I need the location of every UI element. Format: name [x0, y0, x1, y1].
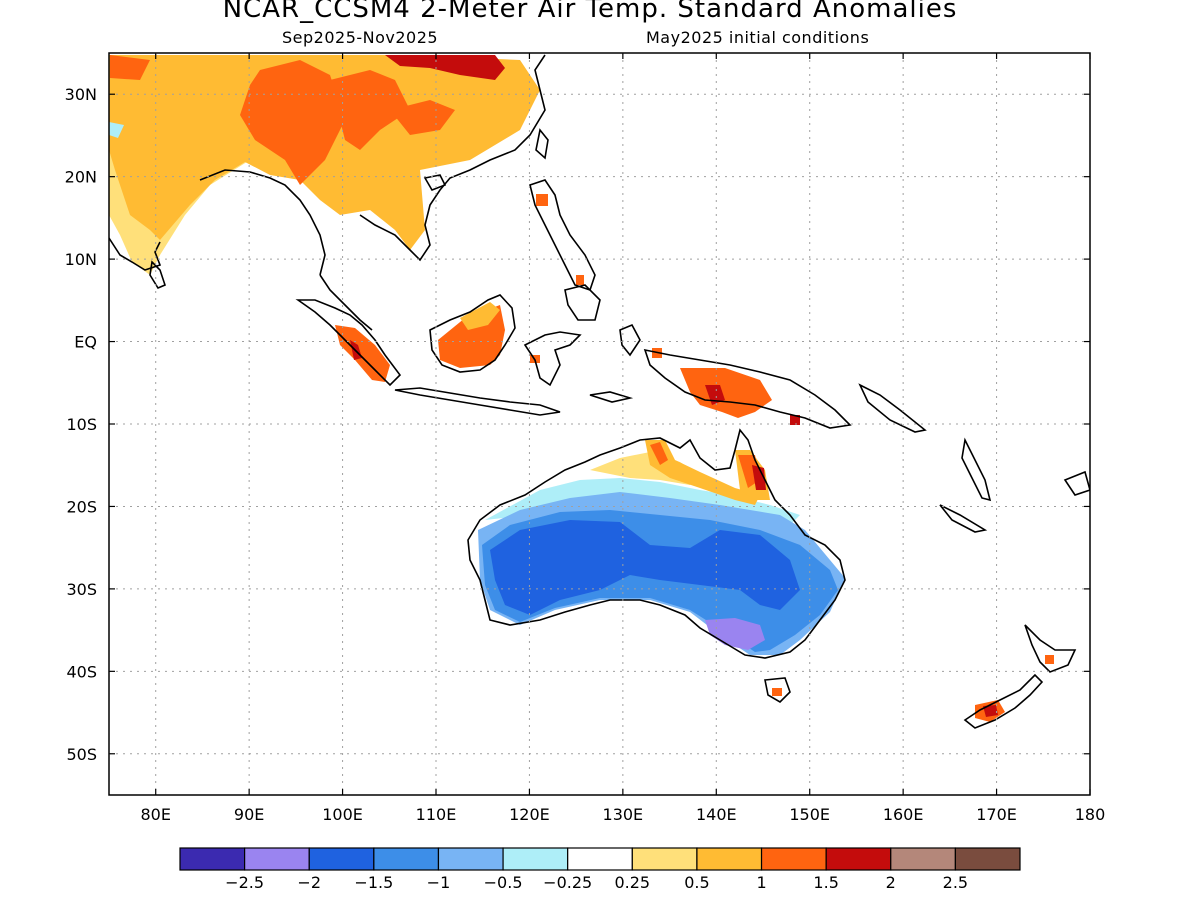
colorbar-swatch — [631, 847, 698, 871]
colorbar-swatch — [502, 847, 569, 871]
y-tick-label: 40S — [66, 662, 97, 681]
x-tick-label: 80E — [140, 805, 170, 824]
shade-australia-se-purple — [705, 618, 765, 650]
coast-new-caledonia — [939, 504, 988, 533]
colorbar-label: 2.5 — [943, 873, 968, 892]
coast-tasmania — [764, 677, 791, 704]
shade-new-guinea-dark — [705, 385, 725, 405]
colorbar-label: −0.5 — [484, 873, 523, 892]
shade-nz-north — [1045, 655, 1054, 664]
shade-india-cool — [109, 122, 124, 138]
x-tick-label: 100E — [322, 805, 363, 824]
coast-sumatra — [295, 299, 402, 387]
shade-cape-york-dark — [752, 465, 766, 490]
coast-hainan — [423, 174, 447, 191]
shade-australia-blue — [490, 520, 800, 615]
colorbar-label: −0.25 — [543, 873, 592, 892]
coast-new-guinea — [643, 348, 852, 429]
coast-solomons — [858, 383, 927, 433]
x-tick-label: 150E — [789, 805, 830, 824]
period-label: Sep2025-Nov2025 — [282, 28, 439, 47]
y-tick-label: 50S — [66, 745, 97, 764]
colorbar-label: 1.5 — [813, 873, 838, 892]
coast-india — [109, 237, 162, 271]
coast-nz-south — [963, 673, 1044, 729]
coast-timor — [589, 391, 634, 403]
x-tick-label: 180 — [1075, 805, 1106, 824]
colorbar-swatch — [244, 847, 310, 871]
coast-srilanka — [149, 260, 166, 290]
shade-naust-orange — [645, 440, 760, 505]
y-tick-label: EQ — [74, 333, 97, 352]
coast-sulawesi — [523, 331, 582, 387]
colorbar-swatch — [696, 847, 763, 871]
shade-naust-red — [650, 442, 668, 465]
shade-asia-red-orange — [110, 55, 455, 185]
coast-malay — [319, 274, 373, 331]
colorbar-label: 1 — [756, 873, 766, 892]
colorbar-label: 2 — [886, 873, 896, 892]
y-tick-label: 10N — [65, 250, 97, 269]
shade-philippines-1 — [536, 194, 548, 206]
shade-png-east — [790, 415, 800, 425]
shade-asia-dark-red — [385, 55, 505, 80]
y-tick-label: 20N — [65, 168, 97, 187]
coast-bay-bengal — [199, 169, 326, 276]
init-conditions-label: May2025 initial conditions — [646, 28, 870, 47]
x-tick-label: 170E — [976, 805, 1017, 824]
shade-borneo-light — [460, 302, 500, 330]
coast-nz-north — [1024, 624, 1077, 673]
y-tick-label: 30N — [65, 85, 97, 104]
colorbar-label: 0.25 — [614, 873, 650, 892]
x-tick-label: 140E — [696, 805, 737, 824]
x-tick-label: 160E — [883, 805, 924, 824]
colorbar-swatch — [760, 847, 827, 871]
shade-new-guinea — [680, 368, 772, 418]
y-tick-label: 20S — [66, 497, 97, 516]
shade-philippines-2 — [576, 275, 584, 285]
shade-sumatra — [335, 325, 390, 382]
x-tick-label: 90E — [234, 805, 264, 824]
coast-australia — [467, 428, 846, 659]
colorbar-swatch — [308, 847, 375, 871]
y-tick-label: 30S — [66, 580, 97, 599]
colorbar: −2.5 −2 −1.5 −1 −0.5 −0.25 0.25 0.5 1 1.5 2 2.5 — [179, 847, 1021, 892]
colorbar-swatch — [567, 847, 633, 871]
shade-nz-south-dark — [983, 705, 998, 717]
coast-fiji — [1063, 470, 1090, 496]
y-tick-label: 10S — [66, 415, 97, 434]
coast-philippines — [529, 179, 596, 292]
colorbar-label: −2 — [297, 873, 321, 892]
colorbar-label: 0.5 — [684, 873, 709, 892]
colorbar-swatch — [825, 847, 892, 871]
latitude-ticks: 30N 20N 10N EQ 10S 20S 30S 40S 50S — [65, 85, 1090, 764]
colorbar-label: −1 — [427, 873, 451, 892]
longitude-ticks: 80E 90E 100E 110E 120E 130E 140E 150E 160E 170E 18… — [140, 53, 1105, 824]
coastlines — [109, 54, 1090, 729]
colorbar-swatch — [437, 847, 504, 871]
anomaly-field — [109, 55, 1054, 722]
coast-vanuatu — [961, 437, 992, 502]
x-tick-label: 120E — [509, 805, 550, 824]
x-tick-label: 130E — [603, 805, 644, 824]
coast-taiwan — [535, 128, 549, 160]
coast-mindanao — [564, 284, 601, 321]
coast-java — [394, 387, 561, 416]
shade-tasmania — [772, 688, 782, 696]
colorbar-swatch — [179, 847, 246, 871]
colorbar-label: −2.5 — [225, 873, 264, 892]
colorbar-label: −1.5 — [354, 873, 393, 892]
colorbar-swatch — [954, 847, 1021, 871]
graticule — [109, 53, 1090, 795]
coast-borneo — [429, 294, 516, 373]
colorbar-swatch — [890, 847, 956, 871]
colorbar-swatch — [373, 847, 440, 871]
map-title: NCAR_CCSM4 2-Meter Air Temp. Standard An… — [222, 0, 958, 24]
coast-halmahera — [619, 323, 641, 357]
x-tick-label: 110E — [416, 805, 457, 824]
